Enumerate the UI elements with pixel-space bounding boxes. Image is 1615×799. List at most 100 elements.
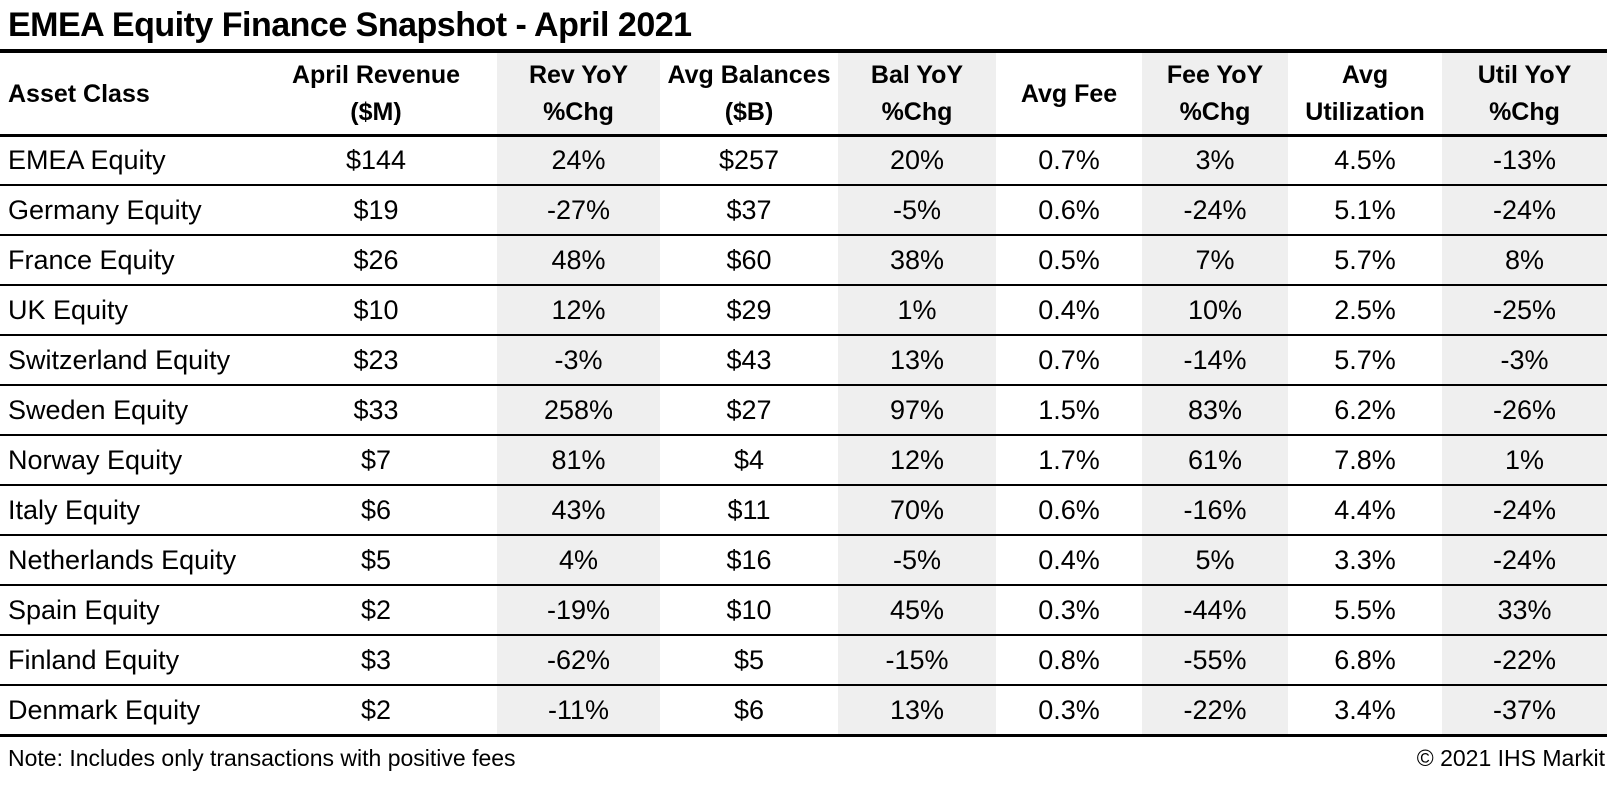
value-cell-avg-utilization: 5.7% <box>1288 335 1442 387</box>
table-row-italy-equity: Italy Equity $6 43% $11 70% 0.6% -16% 4.4% -24% <box>0 485 1607 537</box>
asset-class-cell: Finland Equity <box>0 635 255 687</box>
value-cell-bal-yoy-chg: -15% <box>838 635 996 687</box>
table-row-spain-equity: Spain Equity $2 -19% $10 45% 0.3% -44% 5.5% 33% <box>0 585 1607 637</box>
value-cell-avg-balances-b: $16 <box>660 535 838 587</box>
value-cell-april-revenue-m: $26 <box>255 235 497 287</box>
value-cell-avg-utilization: 4.5% <box>1288 135 1442 187</box>
asset-class-cell: Netherlands Equity <box>0 535 255 587</box>
value-cell-avg-balances-b: $10 <box>660 585 838 637</box>
value-cell-avg-fee: 0.6% <box>996 185 1142 237</box>
table-row-denmark-equity: Denmark Equity $2 -11% $6 13% 0.3% -22% 3.4% -37… <box>0 685 1607 737</box>
value-cell-april-revenue-m: $6 <box>255 485 497 537</box>
value-cell-fee-yoy-chg: 83% <box>1142 385 1288 437</box>
value-cell-avg-fee: 0.3% <box>996 685 1142 737</box>
value-cell-avg-utilization: 3.4% <box>1288 685 1442 737</box>
asset-class-cell: Norway Equity <box>0 435 255 487</box>
value-cell-util-yoy-chg: -25% <box>1442 285 1607 337</box>
table-row-switzerland-equity: Switzerland Equity $23 -3% $43 13% 0.7% -14% 5.… <box>0 335 1607 387</box>
value-cell-april-revenue-m: $3 <box>255 635 497 687</box>
value-cell-avg-fee: 0.6% <box>996 485 1142 537</box>
table-row-emea-equity: EMEA Equity $144 24% $257 20% 0.7% 3% 4.5% -13% <box>0 135 1607 187</box>
value-cell-util-yoy-chg: -13% <box>1442 135 1607 187</box>
col-header-april-revenue-m: April Revenue ($M) <box>255 51 497 137</box>
value-cell-fee-yoy-chg: -16% <box>1142 485 1288 537</box>
copyright-notice: © 2021 IHS Markit <box>1416 744 1605 771</box>
col-header-fee-yoy-chg: Fee YoY %Chg <box>1142 51 1288 137</box>
value-cell-bal-yoy-chg: 97% <box>838 385 996 437</box>
table-row-germany-equity: Germany Equity $19 -27% $37 -5% 0.6% -24% 5.1% -… <box>0 185 1607 237</box>
value-cell-bal-yoy-chg: 13% <box>838 335 996 387</box>
value-cell-avg-utilization: 6.2% <box>1288 385 1442 437</box>
value-cell-avg-balances-b: $6 <box>660 685 838 737</box>
value-cell-fee-yoy-chg: 7% <box>1142 235 1288 287</box>
value-cell-avg-utilization: 7.8% <box>1288 435 1442 487</box>
col-header-bal-yoy-chg: Bal YoY %Chg <box>838 51 996 137</box>
value-cell-avg-fee: 0.4% <box>996 535 1142 587</box>
value-cell-rev-yoy-chg: 12% <box>497 285 660 337</box>
value-cell-april-revenue-m: $5 <box>255 535 497 587</box>
value-cell-util-yoy-chg: 1% <box>1442 435 1607 487</box>
value-cell-avg-utilization: 4.4% <box>1288 485 1442 537</box>
footnote: Note: Includes only transactions with po… <box>8 744 516 771</box>
value-cell-avg-fee: 0.5% <box>996 235 1142 287</box>
value-cell-april-revenue-m: $2 <box>255 585 497 637</box>
value-cell-avg-balances-b: $29 <box>660 285 838 337</box>
asset-class-cell: Sweden Equity <box>0 385 255 437</box>
value-cell-rev-yoy-chg: -62% <box>497 635 660 687</box>
value-cell-rev-yoy-chg: -3% <box>497 335 660 387</box>
value-cell-rev-yoy-chg: 81% <box>497 435 660 487</box>
value-cell-april-revenue-m: $33 <box>255 385 497 437</box>
value-cell-avg-balances-b: $43 <box>660 335 838 387</box>
page-title: EMEA Equity Finance Snapshot - April 202… <box>8 6 692 44</box>
value-cell-avg-fee: 0.3% <box>996 585 1142 637</box>
value-cell-rev-yoy-chg: 43% <box>497 485 660 537</box>
value-cell-fee-yoy-chg: 61% <box>1142 435 1288 487</box>
value-cell-avg-utilization: 5.5% <box>1288 585 1442 637</box>
equity-finance-table: Asset Class April Revenue ($M) Rev YoY %Chg A… <box>0 49 1607 737</box>
asset-class-cell: Germany Equity <box>0 185 255 237</box>
col-header-avg-balances-b: Avg Balances ($B) <box>660 51 838 137</box>
value-cell-avg-balances-b: $257 <box>660 135 838 187</box>
value-cell-fee-yoy-chg: 10% <box>1142 285 1288 337</box>
asset-class-cell: Italy Equity <box>0 485 255 537</box>
value-cell-avg-utilization: 6.8% <box>1288 635 1442 687</box>
value-cell-april-revenue-m: $2 <box>255 685 497 737</box>
value-cell-util-yoy-chg: -24% <box>1442 185 1607 237</box>
value-cell-bal-yoy-chg: 13% <box>838 685 996 737</box>
table-row-france-equity: France Equity $26 48% $60 38% 0.5% 7% 5.7% 8% <box>0 235 1607 287</box>
value-cell-bal-yoy-chg: 12% <box>838 435 996 487</box>
value-cell-rev-yoy-chg: -27% <box>497 185 660 237</box>
value-cell-avg-utilization: 5.1% <box>1288 185 1442 237</box>
value-cell-rev-yoy-chg: -19% <box>497 585 660 637</box>
value-cell-avg-balances-b: $11 <box>660 485 838 537</box>
value-cell-rev-yoy-chg: 4% <box>497 535 660 587</box>
report-page: EMEA Equity Finance Snapshot - April 202… <box>0 6 1607 771</box>
value-cell-fee-yoy-chg: 5% <box>1142 535 1288 587</box>
col-header-util-yoy-chg: Util YoY %Chg <box>1442 51 1607 137</box>
table-row-sweden-equity: Sweden Equity $33 258% $27 97% 1.5% 83% 6.2% -26… <box>0 385 1607 437</box>
value-cell-avg-utilization: 2.5% <box>1288 285 1442 337</box>
value-cell-fee-yoy-chg: -24% <box>1142 185 1288 237</box>
value-cell-util-yoy-chg: -22% <box>1442 635 1607 687</box>
table-header: Asset Class April Revenue ($M) Rev YoY %Chg A… <box>0 51 1607 137</box>
value-cell-avg-balances-b: $60 <box>660 235 838 287</box>
value-cell-bal-yoy-chg: 70% <box>838 485 996 537</box>
asset-class-cell: Switzerland Equity <box>0 335 255 387</box>
asset-class-cell: EMEA Equity <box>0 135 255 187</box>
value-cell-rev-yoy-chg: -11% <box>497 685 660 737</box>
value-cell-avg-fee: 0.8% <box>996 635 1142 687</box>
table-header-row: Asset Class April Revenue ($M) Rev YoY %Chg A… <box>0 51 1607 137</box>
value-cell-util-yoy-chg: -3% <box>1442 335 1607 387</box>
value-cell-bal-yoy-chg: 45% <box>838 585 996 637</box>
value-cell-util-yoy-chg: -26% <box>1442 385 1607 437</box>
value-cell-avg-balances-b: $27 <box>660 385 838 437</box>
col-header-avg-fee: Avg Fee <box>996 51 1142 137</box>
asset-class-cell: France Equity <box>0 235 255 287</box>
value-cell-fee-yoy-chg: -55% <box>1142 635 1288 687</box>
value-cell-bal-yoy-chg: 1% <box>838 285 996 337</box>
value-cell-avg-utilization: 5.7% <box>1288 235 1442 287</box>
asset-class-cell: UK Equity <box>0 285 255 337</box>
col-header-rev-yoy-chg: Rev YoY %Chg <box>497 51 660 137</box>
value-cell-april-revenue-m: $144 <box>255 135 497 187</box>
value-cell-fee-yoy-chg: -44% <box>1142 585 1288 637</box>
